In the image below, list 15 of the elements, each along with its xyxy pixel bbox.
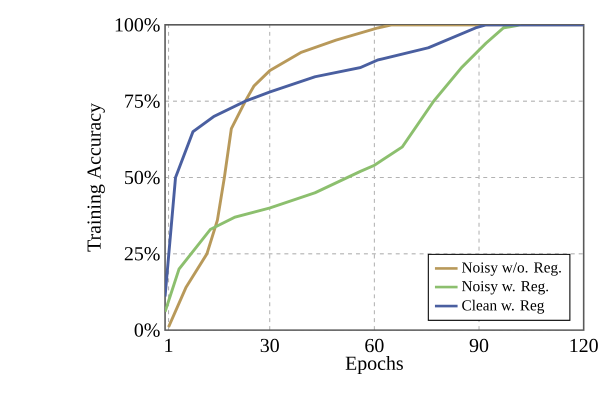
legend-label: Noisy w. Reg.: [462, 281, 548, 295]
x-tick-label: 30: [260, 338, 279, 352]
y-tick-label: 50%: [125, 170, 160, 184]
y-tick-label: 100%: [116, 18, 160, 32]
y-tick-label: 0%: [134, 324, 160, 338]
y-axis-title: Training Accuracy: [87, 103, 105, 252]
x-tick-label: 120: [570, 338, 598, 352]
x-tick-label: 60: [365, 338, 384, 352]
legend-label: Clean w. Reg: [462, 300, 544, 314]
x-tick-label: 1: [165, 338, 172, 352]
y-tick-label: 25%: [124, 247, 160, 261]
legend-label: Noisy w/o. Reg.: [462, 262, 561, 276]
x-axis-title: Epochs: [346, 356, 403, 374]
x-tick-label: 90: [470, 338, 488, 352]
y-tick-label: 75%: [125, 94, 160, 108]
